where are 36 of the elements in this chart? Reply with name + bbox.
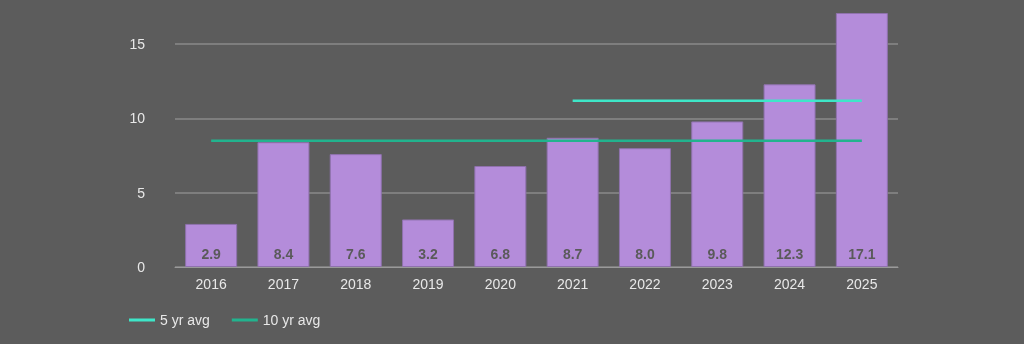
x-tick-label: 2016 [195,276,227,292]
y-tick-label: 5 [137,184,146,201]
data-label: 8.7 [562,246,583,262]
bar [618,148,671,267]
bar [257,142,310,267]
x-tick-label: 2024 [773,276,806,292]
x-tick-label: 2021 [557,276,589,292]
data-label: 8.0 [635,246,655,262]
data-label: 8.4 [273,246,294,262]
data-label: 2.9 [201,246,222,262]
y-tick-label: 10 [129,110,146,127]
data-label: 17.1 [848,246,876,262]
bar [835,13,888,267]
x-tick-label: 2018 [340,276,372,292]
x-tick-label: 2022 [629,276,661,292]
y-tick-label: 0 [137,259,146,275]
data-label: 3.2 [418,246,438,262]
bar [402,219,455,267]
y-tick-label: 15 [129,36,146,53]
bar [763,84,816,267]
data-label: 12.3 [775,246,804,262]
x-tick-label: 2019 [412,276,444,292]
bar [185,223,238,267]
data-label: 6.8 [490,246,511,262]
bar [546,137,599,267]
bar [474,165,527,267]
data-label: 7.6 [346,246,366,262]
data-label: 9.8 [707,246,728,262]
legend-label: 10 yr avg [262,312,321,328]
legend-label: 5 yr avg [160,312,210,328]
bar [691,121,744,267]
x-tick-label: 2017 [267,276,300,292]
x-tick-label: 2023 [701,276,734,292]
x-tick-label: 2020 [484,276,517,292]
x-tick-label: 2025 [846,276,878,292]
bar [329,154,382,267]
